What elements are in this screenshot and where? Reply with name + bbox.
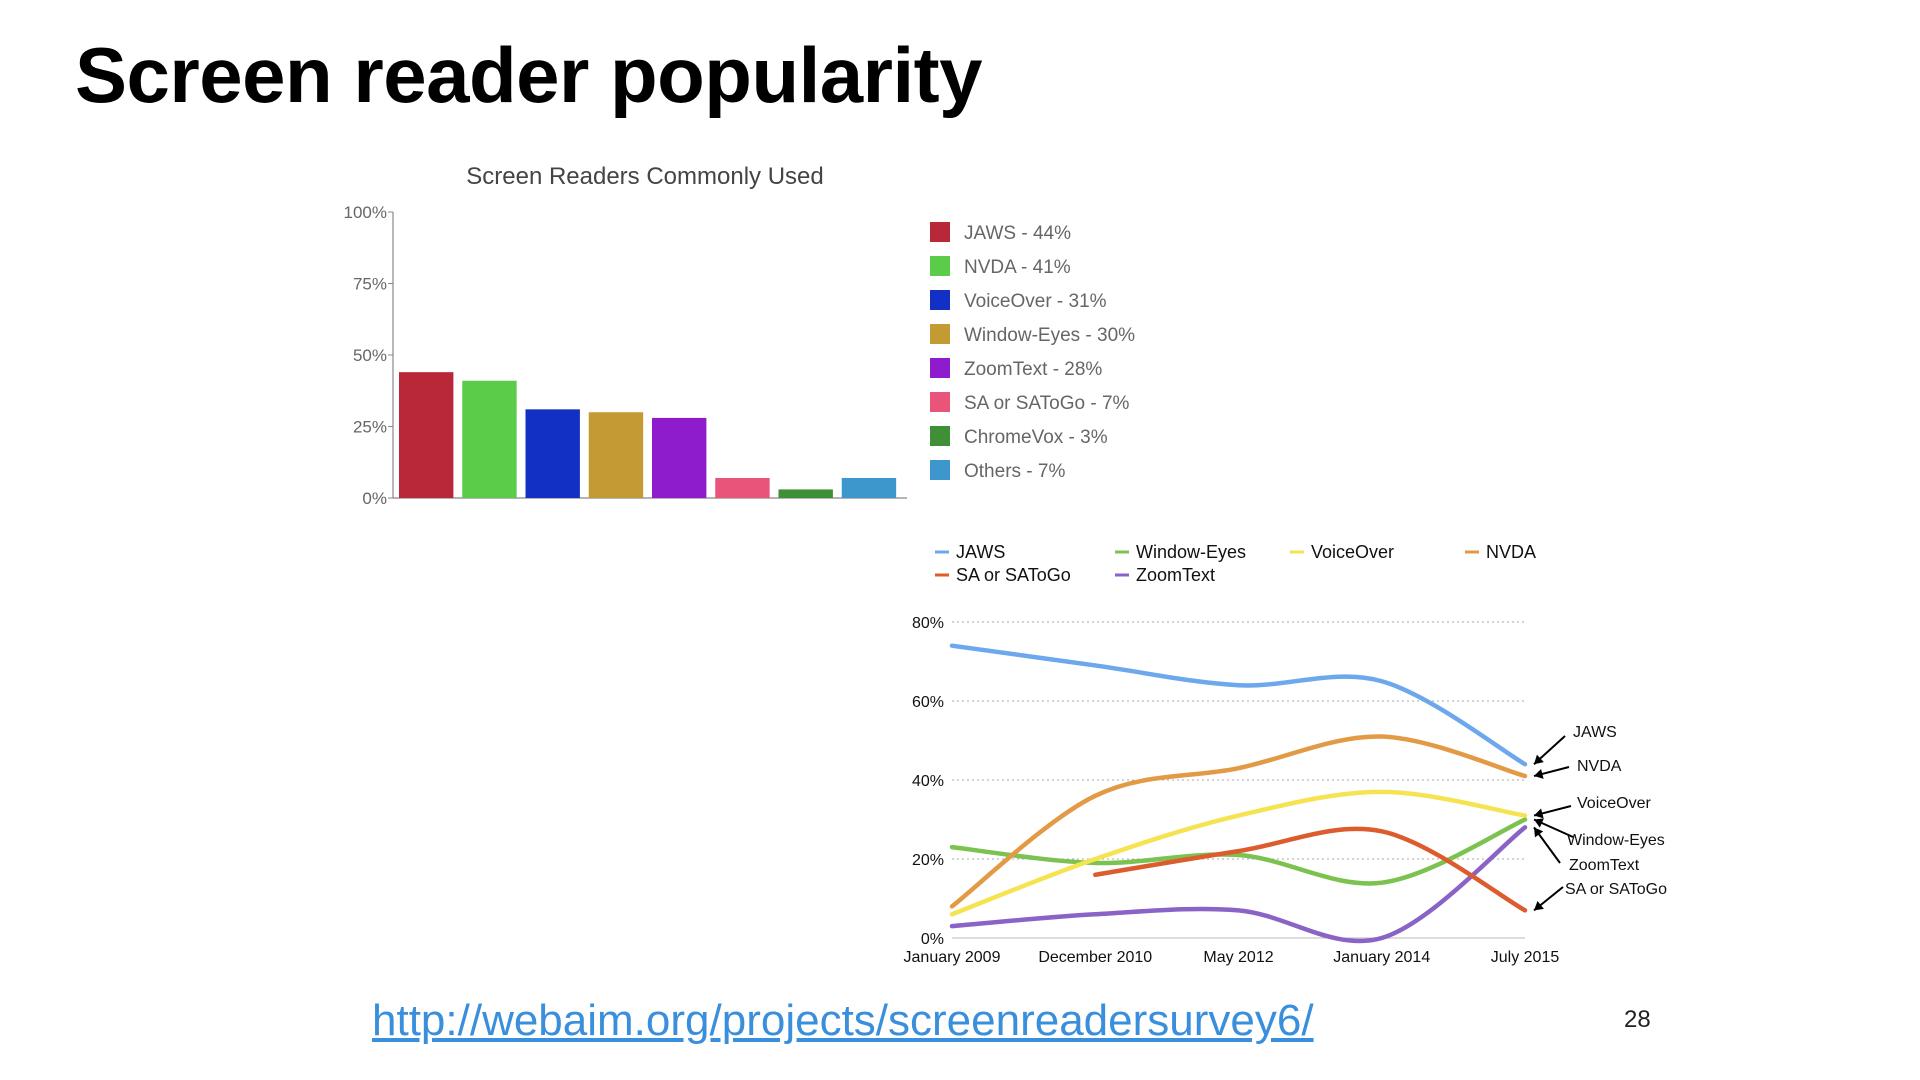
bar-legend-swatch [930, 222, 950, 242]
bar-sa-or-satogo [715, 477, 770, 498]
line-x-tick-label: December 2010 [1038, 949, 1152, 966]
bar-legend-swatch [930, 392, 950, 412]
bar-legend-label: Window-Eyes - 30% [964, 325, 1135, 346]
line-x-tick-label: January 2014 [1333, 949, 1430, 966]
end-label-arrowhead [1534, 768, 1544, 779]
bar-legend-label: ZoomText - 28% [964, 359, 1102, 380]
line-series-sa-or-satogo [1093, 826, 1528, 913]
line-legend-label: ZoomText [1136, 565, 1215, 585]
bar-jaws [399, 372, 454, 498]
bar-legend-swatch [930, 290, 950, 310]
line-x-tick-label: July 2015 [1491, 949, 1560, 966]
line-legend-label: JAWS [956, 542, 1005, 562]
line-legend-label: NVDA [1486, 542, 1536, 562]
bar-chromevox [778, 489, 833, 498]
end-label-arrowhead [1534, 900, 1544, 911]
line-series-nvda [949, 734, 1528, 909]
bar-y-tick-label: 100% [344, 203, 387, 222]
bar-legend-swatch [930, 324, 950, 344]
end-label-window-eyes: Window-Eyes [1567, 832, 1665, 849]
line-x-tick-label: May 2012 [1203, 949, 1273, 966]
end-label-arrowhead [1534, 827, 1544, 838]
bar-legend-swatch [930, 256, 950, 276]
line-x-tick-label: January 2009 [904, 949, 1001, 966]
bar-nvda [462, 380, 517, 498]
end-label-jaws: JAWS [1573, 724, 1617, 741]
line-y-tick-label: 20% [912, 852, 944, 869]
end-label-arrowhead [1534, 754, 1544, 765]
bar-y-tick-label: 0% [362, 489, 387, 508]
end-label-zoomtext: ZoomText [1569, 857, 1640, 874]
end-label-arrowhead [1534, 808, 1544, 819]
bar-legend-label: Others - 7% [964, 461, 1065, 482]
line-series-jaws [949, 643, 1528, 767]
bar-chart: Screen Readers Commonly Used 0% 25% 50% 75% 1… [344, 163, 1136, 508]
bar-y-tick-label: 75% [353, 275, 387, 294]
bar-legend-label: ChromeVox - 3% [964, 427, 1108, 448]
bar-legend-swatch [930, 426, 950, 446]
bar-legend-label: SA or SAToGo - 7% [964, 393, 1130, 414]
line-chart: JAWS Window-Eyes VoiceOver NVDA SA or SAToGo… [904, 542, 1668, 966]
end-label-arrowhead [1534, 818, 1544, 828]
bar-window-eyes [588, 412, 644, 498]
line-legend-label: Window-Eyes [1136, 542, 1246, 562]
line-y-tick-label: 0% [921, 931, 944, 948]
bar-legend-label: JAWS - 44% [964, 223, 1071, 244]
bar-y-tick-label: 50% [353, 346, 387, 365]
line-series-voiceover [949, 789, 1528, 917]
line-y-tick-label: 40% [912, 773, 944, 790]
bar-zoomtext [652, 417, 707, 498]
line-y-tick-label: 60% [912, 694, 944, 711]
page-number: 28 [1624, 1006, 1651, 1033]
source-link[interactable]: http://webaim.org/projects/screenreaders… [372, 996, 1314, 1045]
line-y-tick-label: 80% [912, 615, 944, 632]
bar-legend-label: NVDA - 41% [964, 257, 1071, 278]
end-label-voiceover: VoiceOver [1577, 795, 1651, 812]
line-legend-label: SA or SAToGo [956, 565, 1071, 585]
slide-title: Screen reader popularity [75, 31, 983, 119]
bar-chart-title: Screen Readers Commonly Used [466, 163, 823, 190]
bar-legend-label: VoiceOver - 31% [964, 291, 1107, 312]
bar-legend-swatch [930, 460, 950, 480]
end-label-sa-or-satogo: SA or SAToGo [1565, 881, 1667, 898]
bar-legend-swatch [930, 358, 950, 378]
line-series-zoomtext [949, 825, 1528, 944]
bar-voiceover [525, 409, 580, 498]
bar-others [841, 477, 897, 498]
end-label-nvda: NVDA [1577, 758, 1622, 775]
bar-y-tick-label: 25% [353, 418, 387, 437]
line-series-window-eyes [949, 817, 1528, 886]
line-legend-label: VoiceOver [1311, 542, 1394, 562]
